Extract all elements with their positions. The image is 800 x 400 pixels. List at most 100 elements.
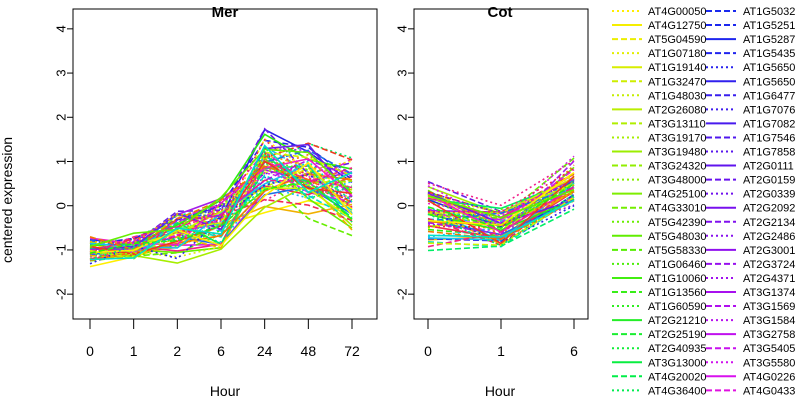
cot-ytick-label: 1 (394, 158, 409, 165)
cot-ytick-label: 3 (394, 69, 409, 76)
legend-label: AT1G32470 (648, 76, 707, 88)
cot-gene-line (427, 208, 575, 252)
mer-ytick-label: 3 (53, 69, 68, 76)
cot-ytick-label: -2 (394, 288, 409, 300)
mer-gene-line (89, 160, 353, 252)
cot-gene-line (427, 198, 575, 232)
y-axis-label: centered expression (0, 137, 15, 263)
legend-label: AT5G42390 (648, 217, 707, 229)
legend-label: AT1G5032 (743, 6, 795, 18)
cot-xtick-label: 6 (570, 343, 578, 359)
legend-label: AT5G04590 (648, 34, 707, 46)
mer-xtick-label: 2 (173, 343, 181, 359)
legend-label: AT3G1584 (743, 315, 795, 327)
cot-ytick-label: 4 (394, 25, 409, 32)
legend-label: AT1G5287 (743, 34, 795, 46)
legend-label: AT2G21210 (648, 315, 707, 327)
legend-label: AT1G19140 (648, 62, 707, 74)
mer-gene-line (89, 153, 353, 244)
legend-label: AT2G3724 (743, 259, 795, 271)
cot-gene-line (427, 186, 575, 216)
legend-label: AT3G13000 (648, 357, 707, 369)
legend-label: AT2G0111 (743, 161, 794, 173)
legend-label: AT2G4371 (743, 273, 795, 285)
legend-label: AT1G5650 (743, 62, 795, 74)
legend-label: AT1G7082 (743, 118, 795, 130)
mer-ytick-label: -2 (53, 288, 68, 300)
panel-cot-frame (413, 8, 589, 320)
mer-gene-line (89, 153, 353, 250)
mer-xtick-label: 48 (301, 343, 317, 359)
mer-gene-line (89, 161, 353, 254)
mer-y-axis: -2 -1 0 1 2 3 4 (53, 25, 73, 300)
panel-mer-xlabel: Hour (210, 383, 241, 399)
legend-label: AT3G5405 (743, 343, 795, 355)
legend: AT4G00050 AT4G12750 AT5G04590 AT1G07180 AT1G… (612, 6, 795, 397)
legend-label: AT1G7858 (743, 147, 795, 159)
legend-label: AT1G6477 (743, 90, 795, 102)
cot-gene-line (427, 188, 575, 219)
legend-label: AT3G2758 (743, 329, 795, 341)
cot-gene-line (427, 160, 575, 207)
legend-label: AT4G12750 (648, 20, 707, 32)
legend-label: AT1G06460 (648, 259, 707, 271)
legend-label: AT2G2486 (743, 231, 795, 243)
mer-gene-line (89, 180, 353, 254)
legend-label: AT1G5435 (743, 48, 795, 60)
mer-gene-line (89, 158, 353, 246)
legend-label: AT3G1569 (743, 301, 795, 313)
panel-cot-title: Cot (488, 4, 513, 21)
cot-gene-line (427, 186, 575, 248)
mer-xtick-label: 0 (86, 343, 94, 359)
cot-ytick-label: 0 (394, 202, 409, 209)
mer-gene-line (89, 151, 353, 260)
legend-label: AT2G3001 (743, 245, 795, 257)
cot-lines (427, 155, 575, 252)
mer-ytick-label: 4 (53, 25, 68, 32)
cot-gene-line (427, 199, 575, 238)
panel-mer-title: Mer (212, 4, 239, 21)
legend-label: AT2G40935 (648, 343, 707, 355)
mer-gene-line (89, 155, 353, 260)
legend-label: AT1G7076 (743, 104, 795, 116)
panel-cot-xlabel: Hour (485, 383, 516, 399)
legend-label: AT1G07180 (648, 48, 707, 60)
mer-ytick-label: -1 (53, 244, 68, 256)
mer-xtick-label: 6 (217, 343, 225, 359)
cot-x-axis: 0 1 6 (424, 319, 578, 359)
cot-gene-line (427, 164, 575, 237)
legend-label: AT4G36400 (648, 385, 707, 397)
legend-label: AT3G48000 (648, 175, 707, 187)
legend-label: AT4G20020 (648, 371, 707, 383)
cot-gene-line (427, 160, 575, 236)
legend-label: AT2G0339 (743, 189, 795, 201)
cot-gene-line (427, 172, 575, 226)
cot-ytick-label: -1 (394, 244, 409, 256)
cot-y-axis: -2 -1 0 1 2 3 4 (394, 25, 414, 300)
mer-gene-line (89, 174, 353, 257)
legend-label: AT2G0159 (743, 175, 795, 187)
mer-xtick-label: 1 (130, 343, 138, 359)
legend-label: AT2G26080 (648, 104, 707, 116)
mer-ytick-label: 2 (53, 114, 68, 121)
cot-gene-line (427, 190, 575, 239)
legend-label: AT5G58330 (648, 245, 707, 257)
cot-gene-line (427, 186, 575, 222)
legend-label: AT2G25190 (648, 329, 707, 341)
legend-label: AT1G7546 (743, 132, 795, 144)
legend-label: AT3G19170 (648, 132, 707, 144)
mer-xtick-label: 72 (344, 343, 360, 359)
legend-label: AT3G19480 (648, 147, 707, 159)
mer-ytick-label: 0 (53, 202, 68, 209)
mer-gene-line (89, 139, 353, 246)
legend-label: AT3G1374 (743, 287, 795, 299)
cot-gene-line (427, 191, 575, 227)
mer-gene-line (89, 145, 353, 252)
mer-gene-line (89, 144, 353, 261)
mer-gene-line (89, 148, 353, 248)
mer-x-axis: 0 1 2 6 24 48 72 (86, 319, 360, 359)
mer-xtick-label: 24 (257, 343, 273, 359)
mer-lines (89, 127, 353, 268)
legend-label: AT4G00050 (648, 6, 707, 18)
